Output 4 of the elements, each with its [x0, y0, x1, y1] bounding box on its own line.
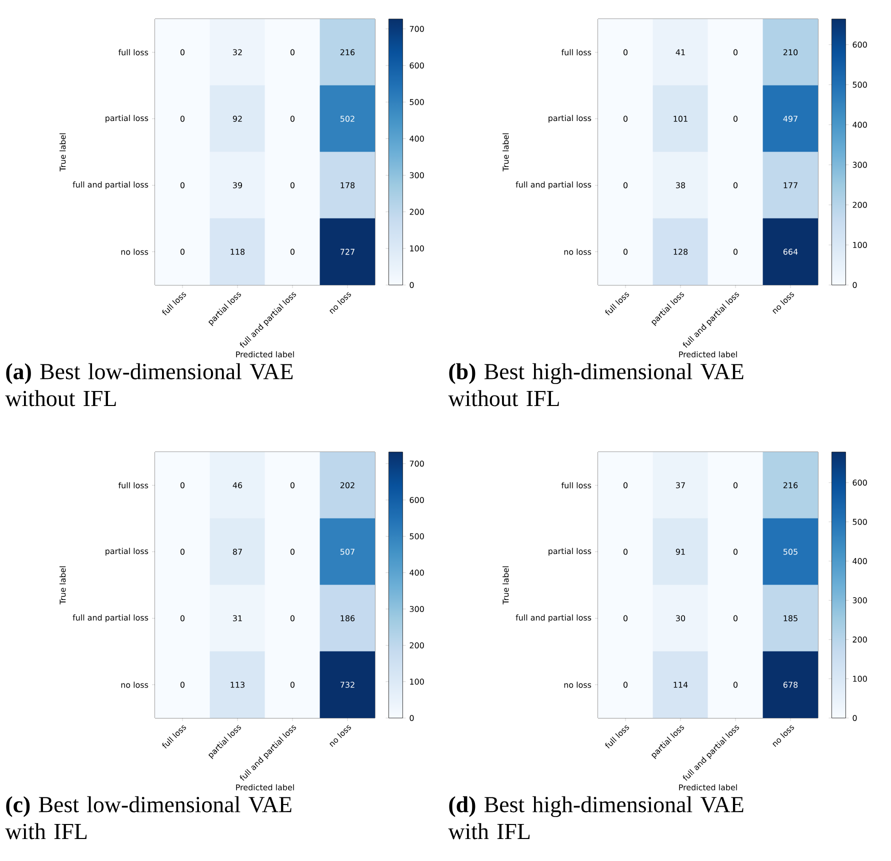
text: (b) Best high-dimensional VAE without IFL	[448, 363, 744, 406]
text: (a) Best low-dimensional VAE without IFL	[5, 363, 293, 406]
text: (d) Best high-dimensional VAE with IFL	[448, 796, 744, 840]
text: (c) Best low-dimensional VAE with IFL	[5, 796, 292, 840]
